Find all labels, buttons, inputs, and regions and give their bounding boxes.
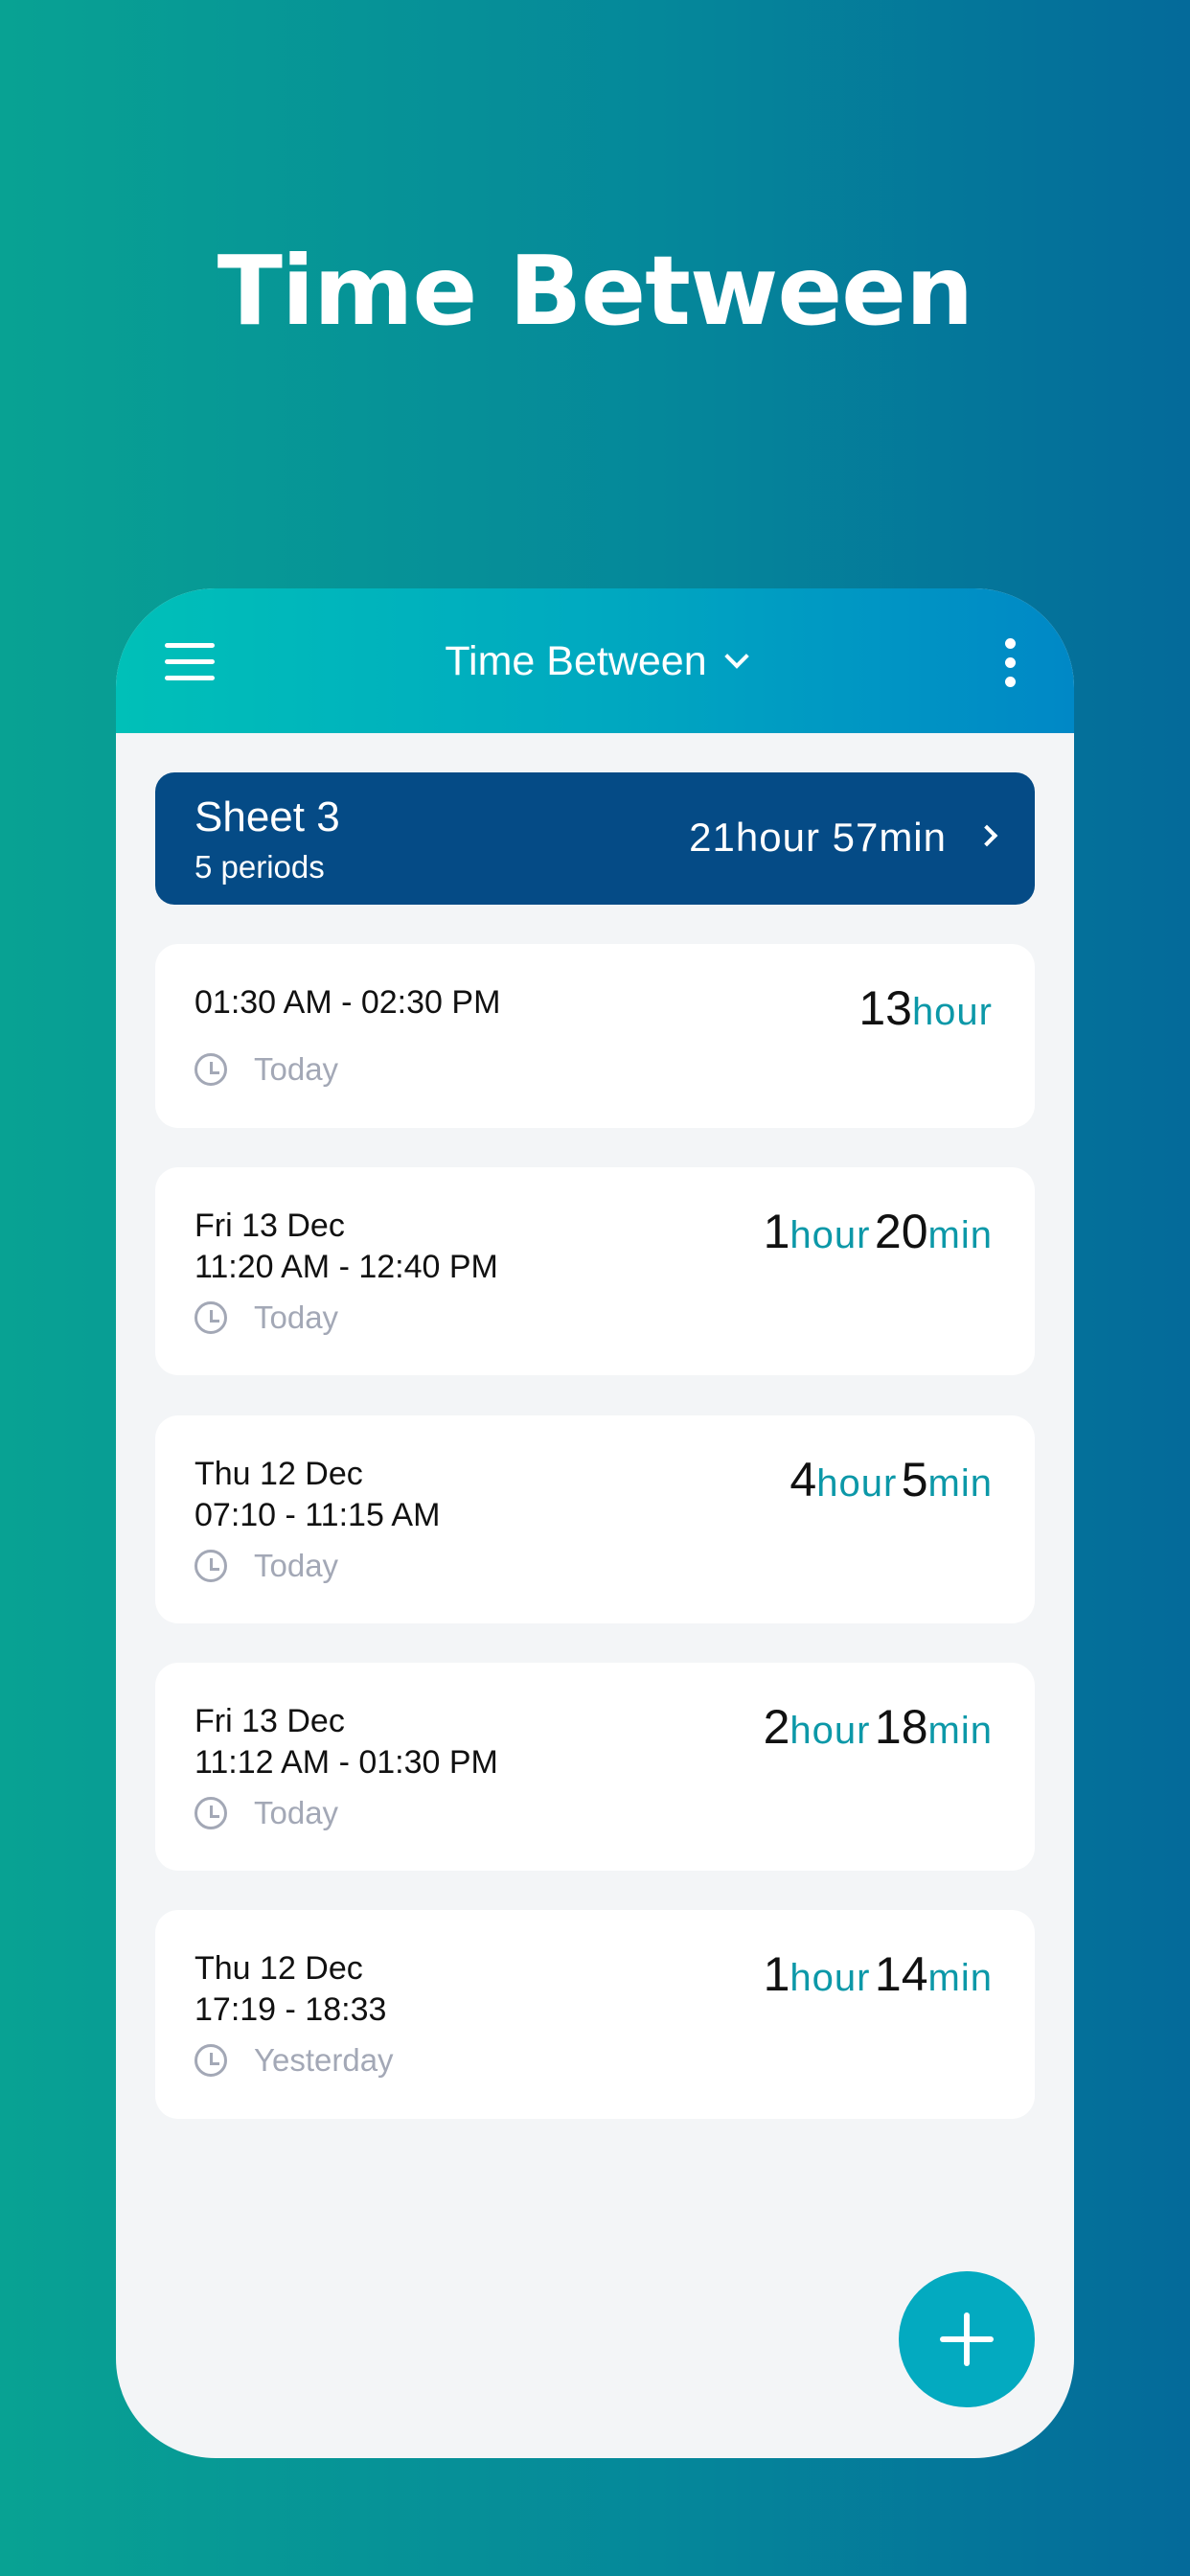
header-title: Time Between xyxy=(445,638,707,684)
clock-icon xyxy=(195,1797,227,1829)
hero-title: Time Between xyxy=(217,235,973,347)
sheet-summary[interactable]: Sheet 3 5 periods 21hour 57min xyxy=(155,772,1035,905)
duration-hour-unit: hour xyxy=(911,991,993,1033)
period-time: 01:30 AM - 02:30 PM xyxy=(195,984,501,1021)
period-duration: 2hour 18min xyxy=(764,1699,993,1755)
chevron-down-icon xyxy=(723,644,749,669)
more-vertical-icon[interactable] xyxy=(1005,638,1017,696)
period-date: Fri 13 Dec xyxy=(195,1208,345,1244)
period-card[interactable]: Thu 12 Dec 17:19 - 18:33 Yesterday 1hour 14… xyxy=(155,1910,1035,2119)
period-duration: 13hour xyxy=(858,980,993,1036)
duration-hour-unit: hour xyxy=(790,1710,871,1752)
period-card[interactable]: Thu 12 Dec 07:10 - 11:15 AM Today 4hour 5mi… xyxy=(155,1415,1035,1623)
sheet-name: Sheet 3 xyxy=(195,794,340,840)
period-time: 17:19 - 18:33 xyxy=(195,1991,387,2028)
sheet-total: 21hour 57min xyxy=(689,815,947,860)
period-date: Thu 12 Dec xyxy=(195,1950,363,1987)
duration-hours: 1 xyxy=(763,1205,790,1258)
sheet-periods: 5 periods xyxy=(195,849,325,885)
period-duration: 4hour 5min xyxy=(790,1452,993,1507)
app-header: Time Between xyxy=(116,588,1074,733)
period-relative-day: Today xyxy=(254,1300,339,1335)
duration-hours: 2 xyxy=(763,1700,790,1754)
duration-minutes: 5 xyxy=(901,1453,928,1506)
add-period-button[interactable] xyxy=(899,2271,1035,2407)
duration-hour-unit: hour xyxy=(790,1214,871,1256)
period-relative-day: Today xyxy=(254,1548,339,1583)
period-card[interactable]: 01:30 AM - 02:30 PM Today 13hour xyxy=(155,944,1035,1128)
duration-minutes: 20 xyxy=(874,1205,928,1258)
clock-icon xyxy=(195,1053,227,1086)
period-duration: 1hour 20min xyxy=(764,1204,993,1259)
period-time: 07:10 - 11:15 AM xyxy=(195,1497,441,1533)
duration-min-unit: min xyxy=(927,1214,993,1256)
period-relative-day: Today xyxy=(254,1795,339,1830)
duration-min-unit: min xyxy=(927,1462,993,1505)
duration-hours: 4 xyxy=(790,1453,817,1506)
period-date: Thu 12 Dec xyxy=(195,1456,363,1492)
period-relative-day: Yesterday xyxy=(254,2042,394,2078)
period-relative-day: Today xyxy=(254,1051,339,1087)
period-card[interactable]: Fri 13 Dec 11:12 AM - 01:30 PM Today 2hour … xyxy=(155,1663,1035,1871)
duration-min-unit: min xyxy=(927,1710,993,1752)
duration-minutes: 14 xyxy=(874,1947,928,2001)
duration-hour-unit: hour xyxy=(816,1462,898,1505)
period-time: 11:12 AM - 01:30 PM xyxy=(195,1744,498,1781)
duration-hours: 1 xyxy=(763,1947,790,2001)
duration-min-unit: min xyxy=(927,1957,993,1999)
app-screen: Time Between Sheet 3 5 periods 21hour 57… xyxy=(116,588,1074,2458)
duration-hours: 13 xyxy=(858,981,912,1035)
period-duration: 1hour 14min xyxy=(764,1946,993,2002)
period-time: 11:20 AM - 12:40 PM xyxy=(195,1249,498,1285)
chevron-right-icon xyxy=(975,824,998,847)
sheet-selector[interactable]: Time Between xyxy=(116,638,1074,685)
period-date: Fri 13 Dec xyxy=(195,1703,345,1739)
hamburger-icon[interactable] xyxy=(165,643,215,681)
period-card[interactable]: Fri 13 Dec 11:20 AM - 12:40 PM Today 1hour … xyxy=(155,1167,1035,1375)
duration-hour-unit: hour xyxy=(790,1957,871,1999)
clock-icon xyxy=(195,1301,227,1334)
clock-icon xyxy=(195,2044,227,2077)
duration-minutes: 18 xyxy=(874,1700,928,1754)
clock-icon xyxy=(195,1550,227,1582)
